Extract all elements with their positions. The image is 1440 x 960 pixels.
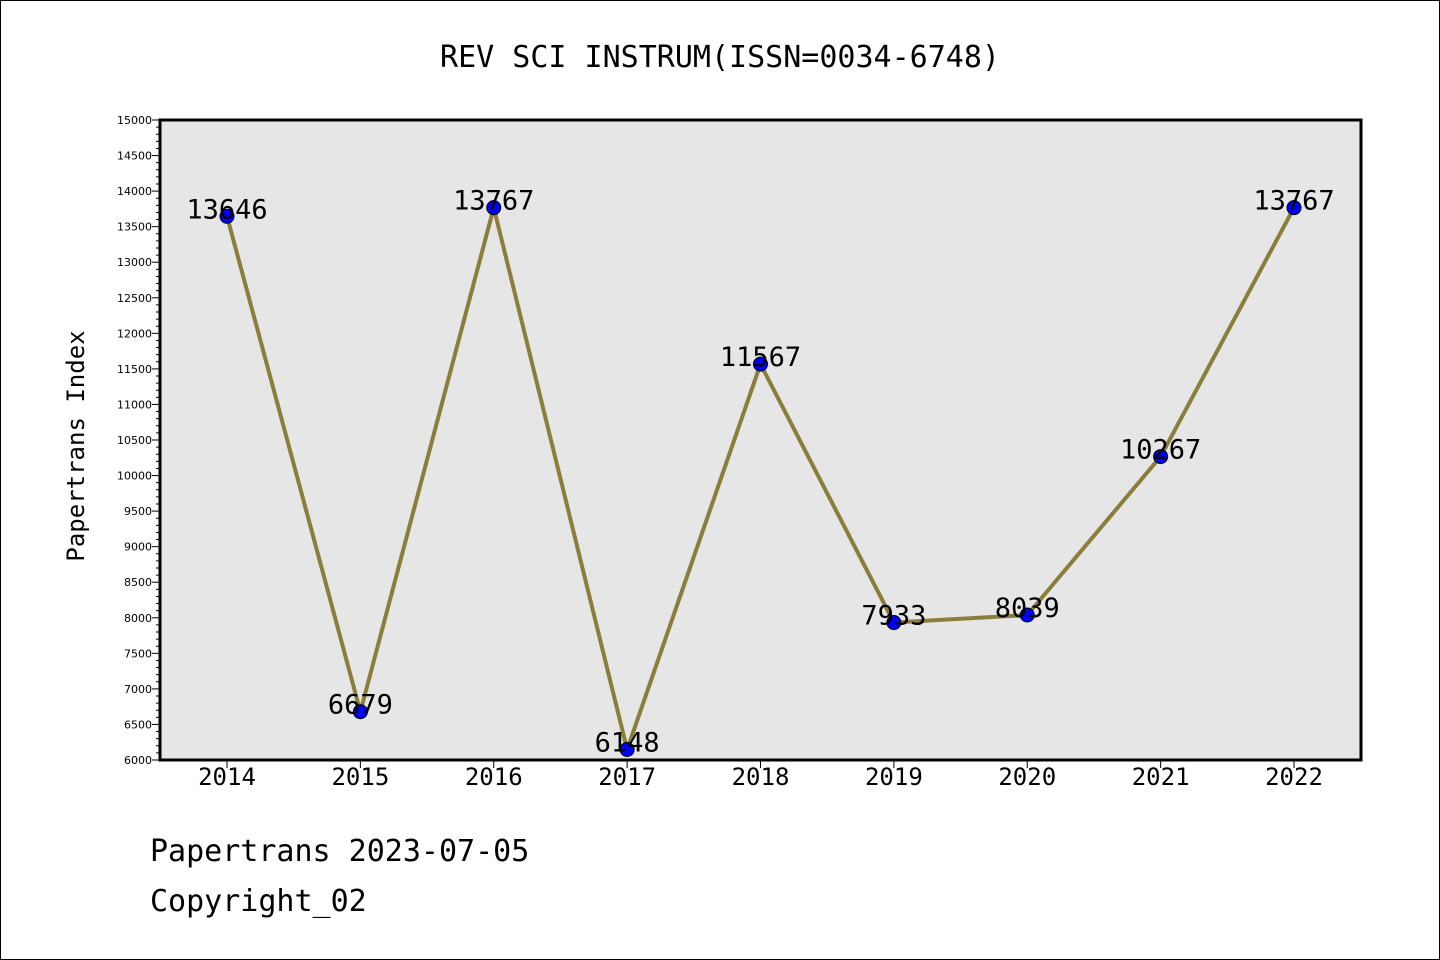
x-tick-label: 2016 (465, 763, 523, 791)
x-tick-label: 2015 (331, 763, 389, 791)
y-tick-label: 6000 (124, 754, 152, 767)
y-tick-label: 8500 (124, 576, 152, 589)
data-point (1286, 200, 1302, 216)
data-label: 6148 (595, 727, 660, 758)
x-tick-label: 2018 (732, 763, 790, 791)
y-axis: 6000 6500 7000 7500 8000 8500 9000 9500 10000 105… (117, 114, 160, 767)
y-tick-label: 10000 (117, 470, 152, 483)
data-point (619, 741, 635, 757)
y-tick-label: 12500 (117, 292, 152, 305)
y-tick-label: 6500 (124, 718, 152, 731)
y-tick-label: 13000 (117, 256, 152, 269)
data-point (1153, 449, 1169, 465)
y-tick-label: 13500 (117, 221, 152, 234)
data-label: 10267 (1120, 435, 1201, 466)
data-label: 8039 (995, 593, 1060, 624)
x-tick-label: 2022 (1265, 763, 1323, 791)
data-point (219, 208, 235, 224)
chart-title: REV SCI INSTRUM(ISSN=0034-6748) (440, 40, 1000, 75)
x-tick-label: 2020 (998, 763, 1056, 791)
y-tick-label: 7500 (124, 647, 152, 660)
data-label: 6679 (328, 690, 393, 721)
y-tick-label: 14000 (117, 185, 152, 198)
y-tick-label: 11000 (117, 398, 152, 411)
y-tick-label: 12000 (117, 327, 152, 340)
footer-date: Papertrans 2023-07-05 (150, 834, 530, 869)
y-tick-label: 8000 (124, 612, 152, 625)
y-tick-label: 9000 (124, 541, 152, 554)
data-label: 13767 (1253, 186, 1334, 217)
data-point (1019, 607, 1035, 623)
data-point (486, 200, 502, 216)
data-labels-group: 13646 6679 13767 6148 11567 7933 8039 10267 1376… (186, 186, 1334, 759)
data-label: 13646 (186, 194, 267, 225)
y-tick-label: 15000 (117, 114, 152, 127)
x-axis: 2014 2015 2016 2017 2018 2019 2020 2021 2022 (198, 760, 1323, 791)
y-tick-label: 10500 (117, 434, 152, 447)
y-tick-label: 7000 (124, 683, 152, 696)
x-tick-label: 2014 (198, 763, 256, 791)
data-label: 13767 (453, 186, 534, 217)
y-tick-label: 11500 (117, 363, 152, 376)
series-group (219, 200, 1302, 757)
data-point (753, 356, 768, 372)
x-tick-label: 2021 (1132, 763, 1190, 791)
y-tick-label: 14500 (117, 150, 152, 163)
data-point (352, 704, 368, 720)
data-point (886, 615, 902, 631)
footer-copyright: Copyright_02 (150, 884, 367, 919)
data-label: 7933 (861, 601, 926, 632)
y-tick-label: 9500 (124, 505, 152, 518)
x-tick-label: 2017 (598, 763, 656, 791)
plot-area (158, 118, 1363, 762)
x-tick-label: 2019 (865, 763, 923, 791)
y-axis-label: Papertrans Index (62, 330, 90, 561)
data-label: 11567 (720, 342, 801, 373)
